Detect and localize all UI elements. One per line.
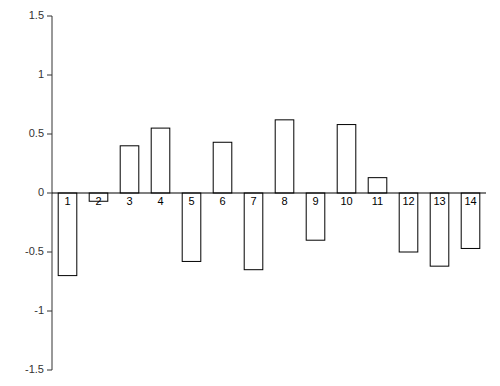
y-tick	[47, 311, 52, 312]
bar	[368, 178, 387, 193]
x-tick-label: 10	[340, 195, 352, 207]
y-tick-label: 1	[38, 68, 44, 80]
y-tick	[47, 193, 52, 194]
y-tick-label: 0	[38, 186, 44, 198]
bar	[120, 146, 139, 193]
x-tick-label: 13	[433, 195, 445, 207]
x-tick-label: 6	[219, 195, 225, 207]
x-tick-label: 8	[281, 195, 287, 207]
bar	[399, 193, 418, 252]
x-tick-label: 3	[126, 195, 132, 207]
y-tick	[47, 134, 52, 135]
x-tick-label: 12	[402, 195, 414, 207]
bar	[58, 193, 77, 276]
x-tick-label: 9	[312, 195, 318, 207]
bar	[461, 193, 480, 248]
bar	[213, 142, 232, 193]
y-tick-label: -1.5	[25, 363, 44, 375]
x-tick-label: 1	[64, 195, 70, 207]
bar	[182, 193, 201, 261]
bar	[430, 193, 449, 266]
bar	[244, 193, 263, 270]
y-tick-label: 0.5	[29, 127, 44, 139]
x-tick-label: 11	[372, 195, 383, 207]
bar	[275, 120, 294, 193]
zero-line	[52, 192, 486, 193]
bar	[337, 125, 356, 193]
y-tick-label: -0.5	[25, 245, 44, 257]
y-tick	[47, 370, 52, 371]
x-tick-label: 7	[250, 195, 256, 207]
y-tick	[47, 75, 52, 76]
y-tick	[47, 16, 52, 17]
x-tick-label: 5	[188, 195, 194, 207]
y-tick-label: 1.5	[29, 9, 44, 21]
bar	[151, 128, 170, 193]
x-tick-label: 4	[157, 195, 163, 207]
x-tick-label: 14	[464, 195, 476, 207]
chart: -1.5-1-0.500.511.51234567891011121314	[0, 0, 500, 386]
y-tick-label: -1	[34, 304, 44, 316]
bar	[306, 193, 325, 240]
y-tick	[47, 252, 52, 253]
x-tick-label: 2	[95, 195, 101, 207]
